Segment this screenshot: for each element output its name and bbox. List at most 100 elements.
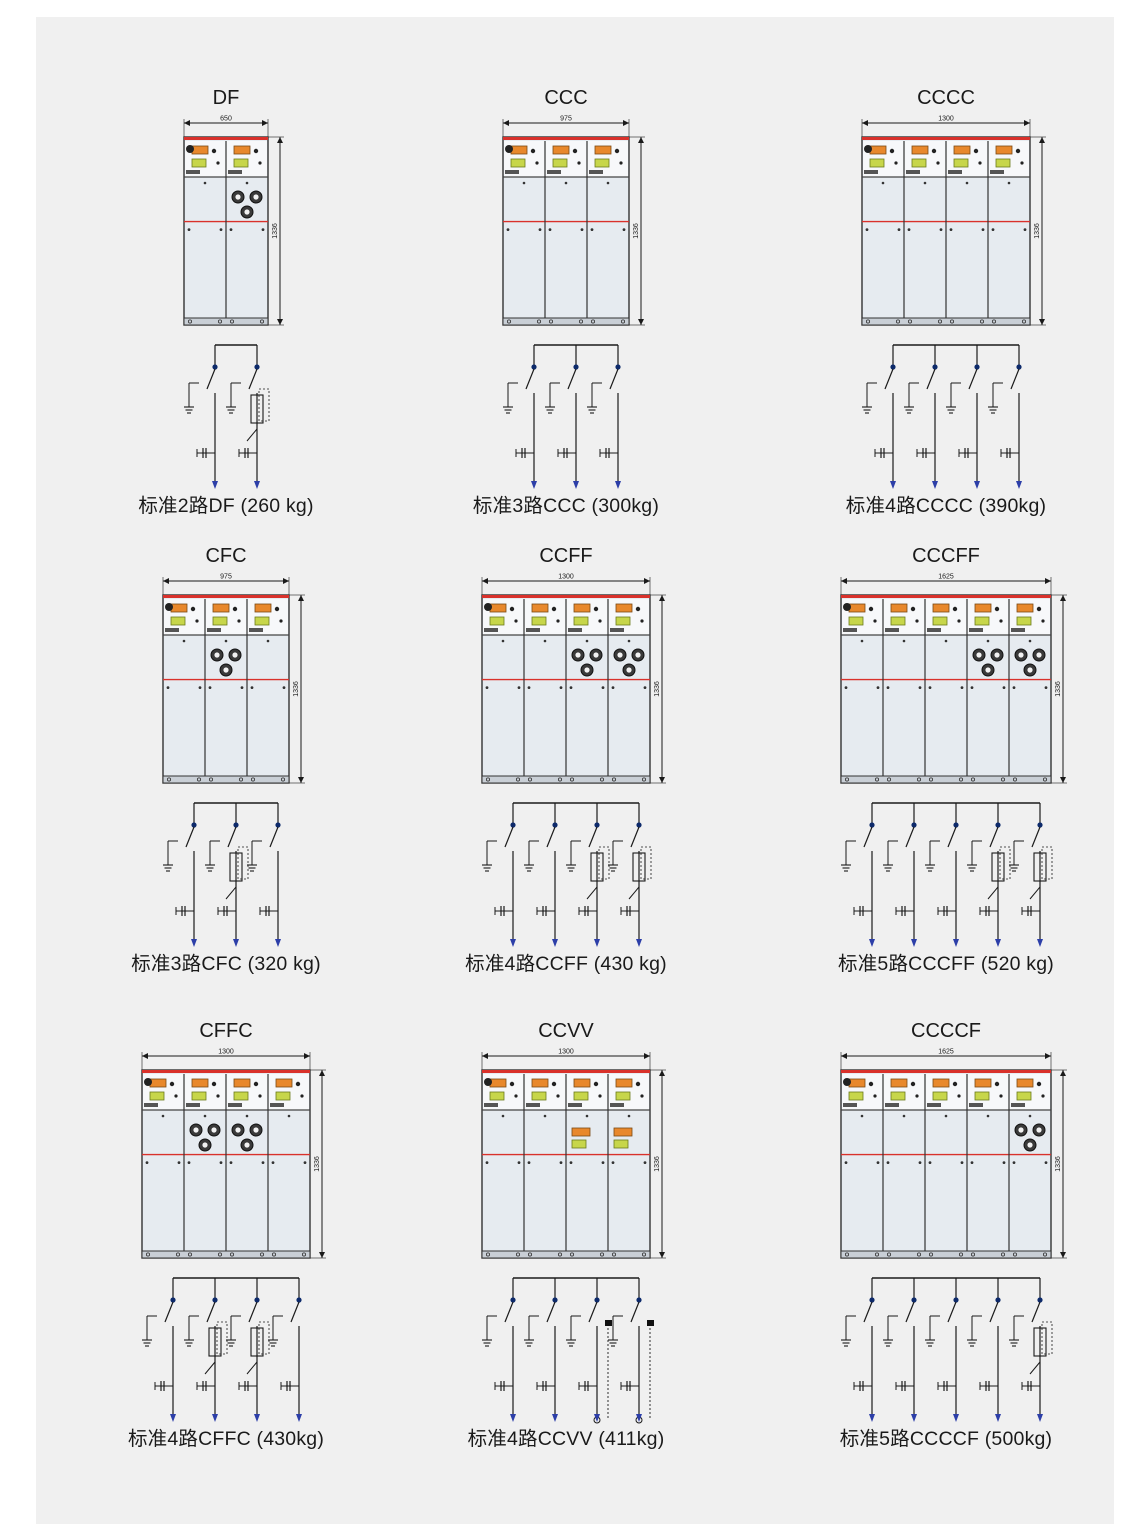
cable-terminal [594,1414,600,1422]
status-lamp [868,1081,874,1087]
mounting-hole [578,319,583,324]
cable-terminal [1037,1414,1043,1422]
height-dimension-label: 1336 [654,1156,661,1172]
switch-blade [863,826,873,848]
operation-module [848,616,864,626]
fastener [611,1161,615,1164]
brand-logo [843,603,851,611]
cabinet-base [861,317,1031,326]
fastener [590,228,594,231]
fastener [585,1114,589,1118]
fastener [187,228,191,231]
status-lamp [258,1094,262,1098]
fastener [229,228,233,231]
fuse-trip-link [258,388,270,422]
mounting-hole [907,319,912,324]
fuse-trip-link [640,846,652,880]
cable-terminal [911,939,917,947]
status-lamp [952,606,958,612]
cabinet-base [481,1250,651,1259]
cable-terminal [932,481,938,489]
fuse-symbol [632,852,646,882]
nameplate [186,1103,200,1107]
status-lamp [1020,161,1024,165]
fastener [844,1161,848,1164]
fastener [1023,228,1027,231]
unit-type-title: CCFF [539,545,593,567]
unit-ccc: CCC 975 1336 标准3路CCC (300kg) [396,87,736,557]
fastener [145,1161,149,1164]
mounting-hole [548,319,553,324]
vt-module [613,1139,629,1149]
mounting-hole [887,777,892,782]
status-lamp [174,1094,178,1098]
nameplate [568,628,582,632]
fastener [876,686,880,689]
cable-terminal [911,1414,917,1422]
fastener [986,1114,990,1118]
fastener [1007,181,1011,185]
unit-ccvv: CCVV 1300 1336 标准4路CCVV (411kg) [396,1020,736,1490]
fastener [177,1161,181,1164]
bus-terminal [233,822,239,828]
nameplate [589,170,603,174]
cable-terminal [995,1414,1001,1422]
fastener [240,686,244,689]
cable-terminal [636,939,642,947]
switch-blade [863,1301,873,1323]
status-lamp [216,1094,220,1098]
nameplate [484,628,498,632]
vt-marker [605,1320,612,1326]
mounting-hole [1021,319,1026,324]
mounting-hole [958,1252,963,1257]
status-lamp [614,148,620,154]
operation-module [573,616,589,626]
status-lamp [556,1094,560,1098]
nameplate [948,170,962,174]
mounting-hole [887,1252,892,1257]
mounting-hole [590,319,595,324]
cable-terminal [233,939,239,947]
cabinet-base [840,1250,1052,1259]
fuse-symbol [250,394,264,424]
bus-terminal [275,822,281,828]
mounting-hole [641,777,646,782]
nameplate [270,1103,284,1107]
cable-terminal [510,1414,516,1422]
switch-blade [630,826,640,848]
status-lamp [994,1081,1000,1087]
height-dimension-label: 1336 [633,223,640,239]
mounting-hole [250,777,255,782]
bus-terminal [552,822,558,828]
switch-blade [504,1301,514,1323]
fastener [261,1161,265,1164]
status-lamp [572,148,578,154]
mounting-hole [916,777,921,782]
status-lamp [551,1081,557,1087]
fastener [303,1161,307,1164]
operation-module [149,1091,165,1101]
fastener [860,639,864,643]
cable-terminal [953,1414,959,1422]
fastener [960,686,964,689]
switch-blade [947,826,957,848]
indicator-window [489,603,507,613]
fastener [261,228,265,231]
switch-blade [884,368,894,390]
bus-terminal [995,822,1001,828]
bus-terminal [869,822,875,828]
fastener [991,228,995,231]
unit-caption: 标准4路CCFF (430 kg) [465,953,667,975]
status-lamp [1041,1094,1045,1098]
width-dimension-label: 975 [220,574,232,581]
indicator-window [254,603,272,613]
fastener [844,686,848,689]
indicator-window [911,145,929,155]
indicator-window [510,145,528,155]
mounting-hole [527,777,532,782]
fastener [944,1114,948,1118]
switch-blade [269,826,279,848]
switch-blade [525,368,535,390]
mounting-hole [928,777,933,782]
height-dimension-label: 1336 [272,223,279,239]
